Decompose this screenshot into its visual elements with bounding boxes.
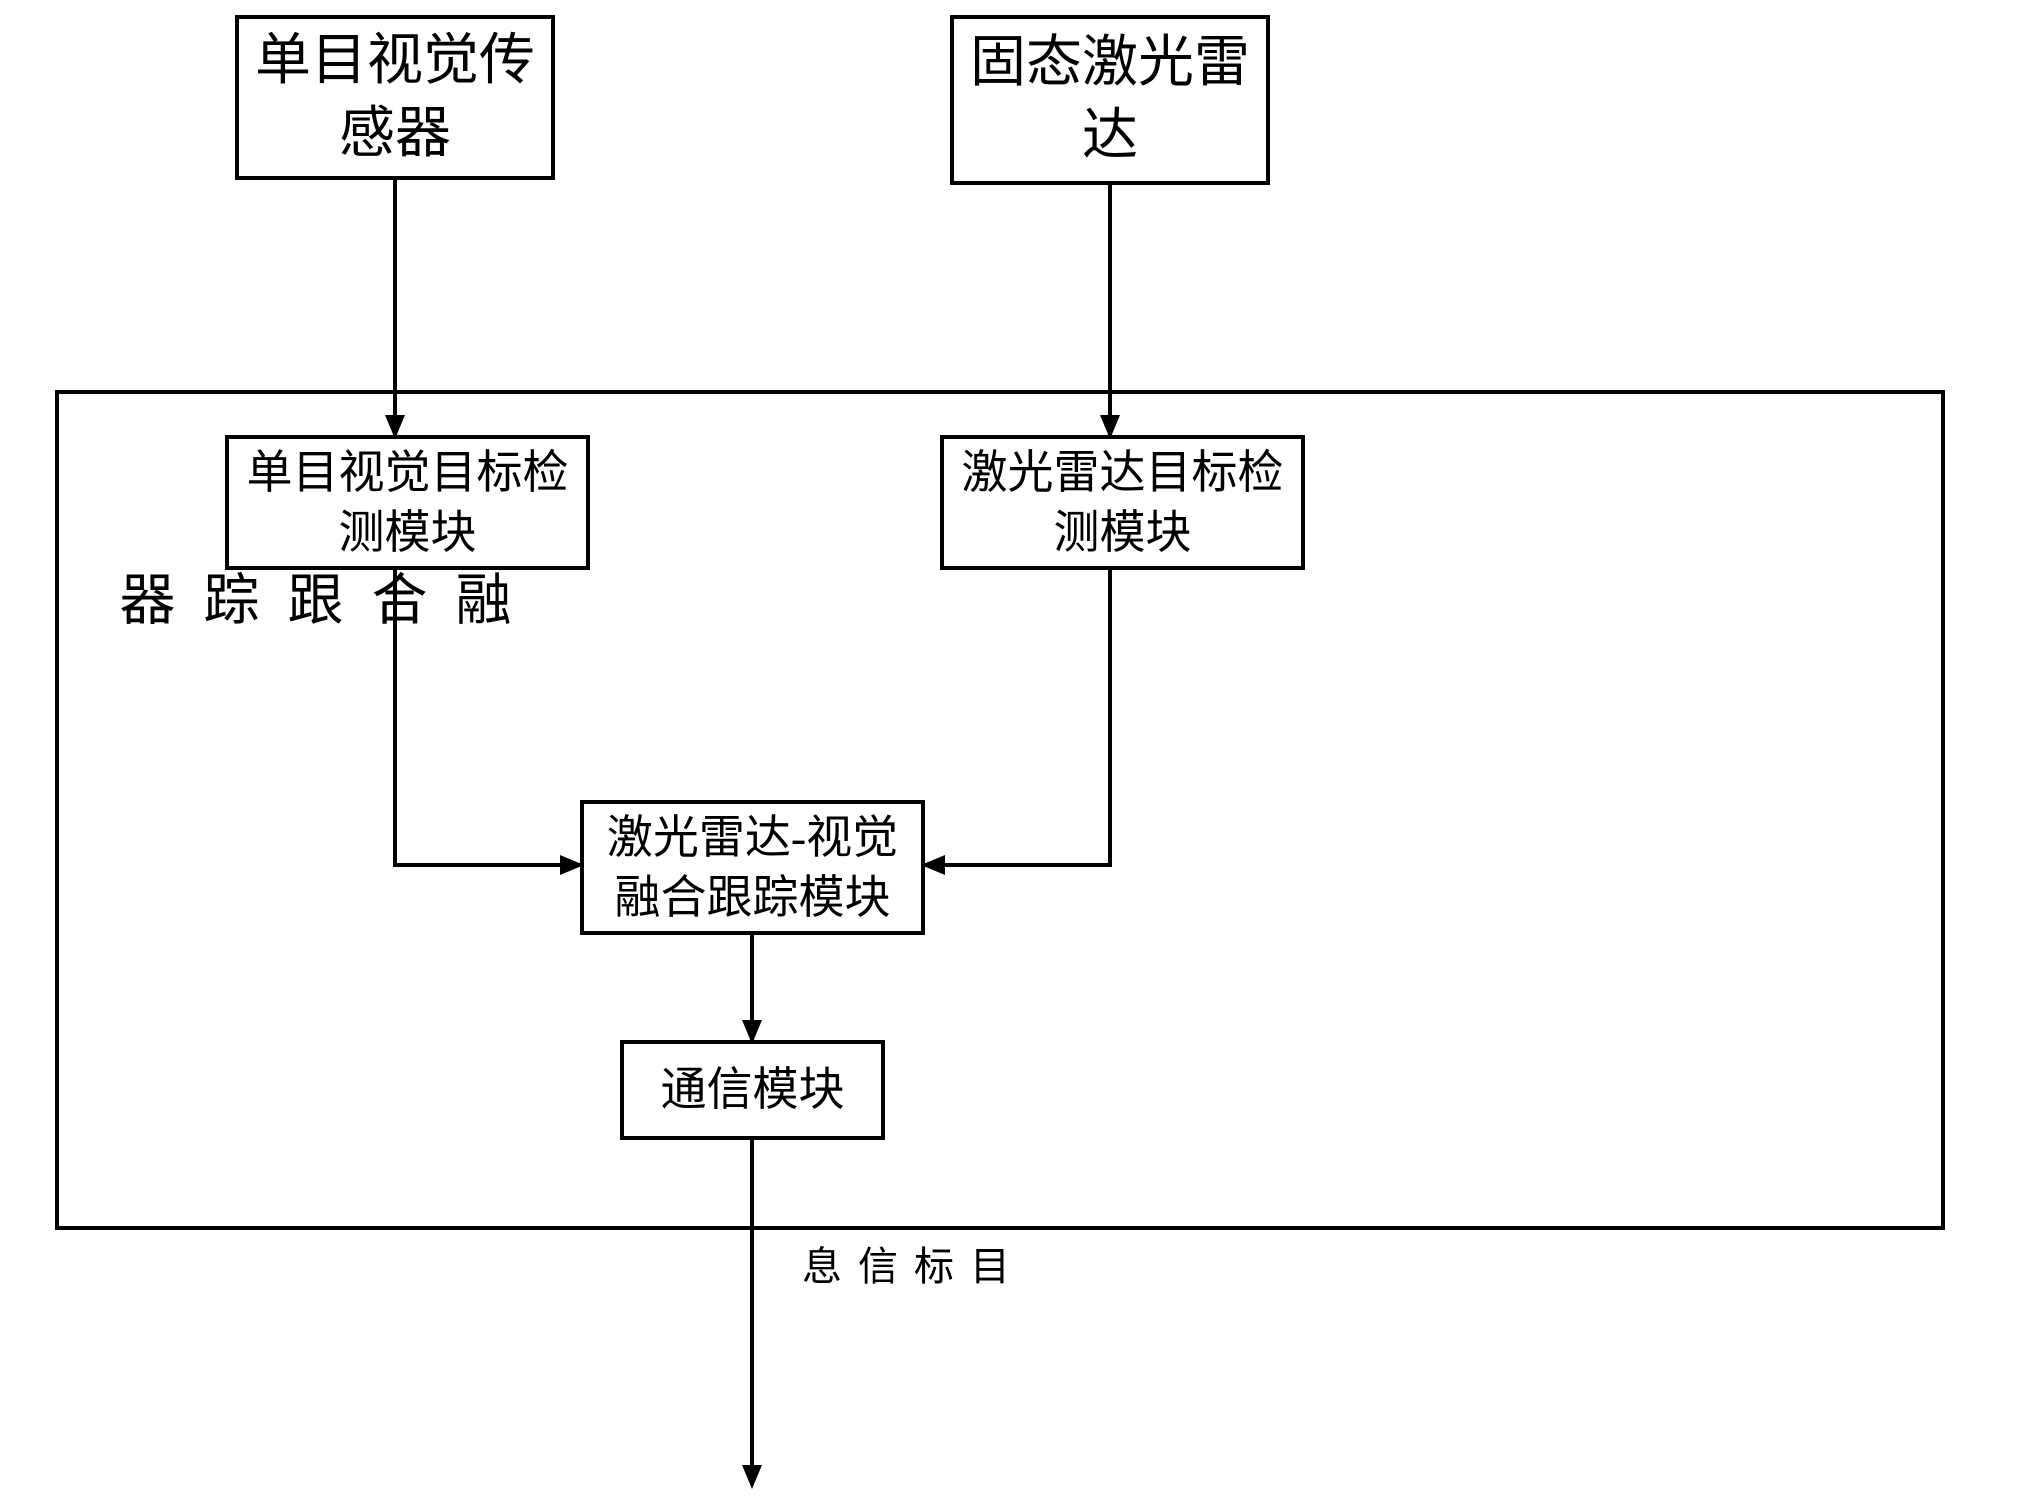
node-module-comm: 通信模块 [620, 1040, 885, 1140]
node-sensor-lidar: 固态激光雷达 [950, 15, 1270, 185]
node-module-fusion: 激光雷达-视觉融合跟踪模块 [580, 800, 925, 935]
node-module-lidar: 激光雷达目标检测模块 [940, 435, 1305, 570]
node-sensor-vision-label: 单目视觉传感器 [255, 25, 535, 171]
node-sensor-lidar-label: 固态激光雷达 [970, 27, 1250, 173]
node-module-comm-label: 通信模块 [661, 1060, 845, 1120]
output-label: 目标信息 [790, 1245, 1014, 1285]
node-sensor-vision: 单目视觉传感器 [235, 15, 555, 180]
node-module-fusion-label: 激光雷达-视觉融合跟踪模块 [607, 808, 898, 928]
container-label: 融合跟踪器 [100, 570, 520, 626]
node-module-lidar-label: 激光雷达目标检测模块 [962, 443, 1284, 563]
node-module-vision: 单目视觉目标检测模块 [225, 435, 590, 570]
node-module-vision-label: 单目视觉目标检测模块 [247, 443, 569, 563]
